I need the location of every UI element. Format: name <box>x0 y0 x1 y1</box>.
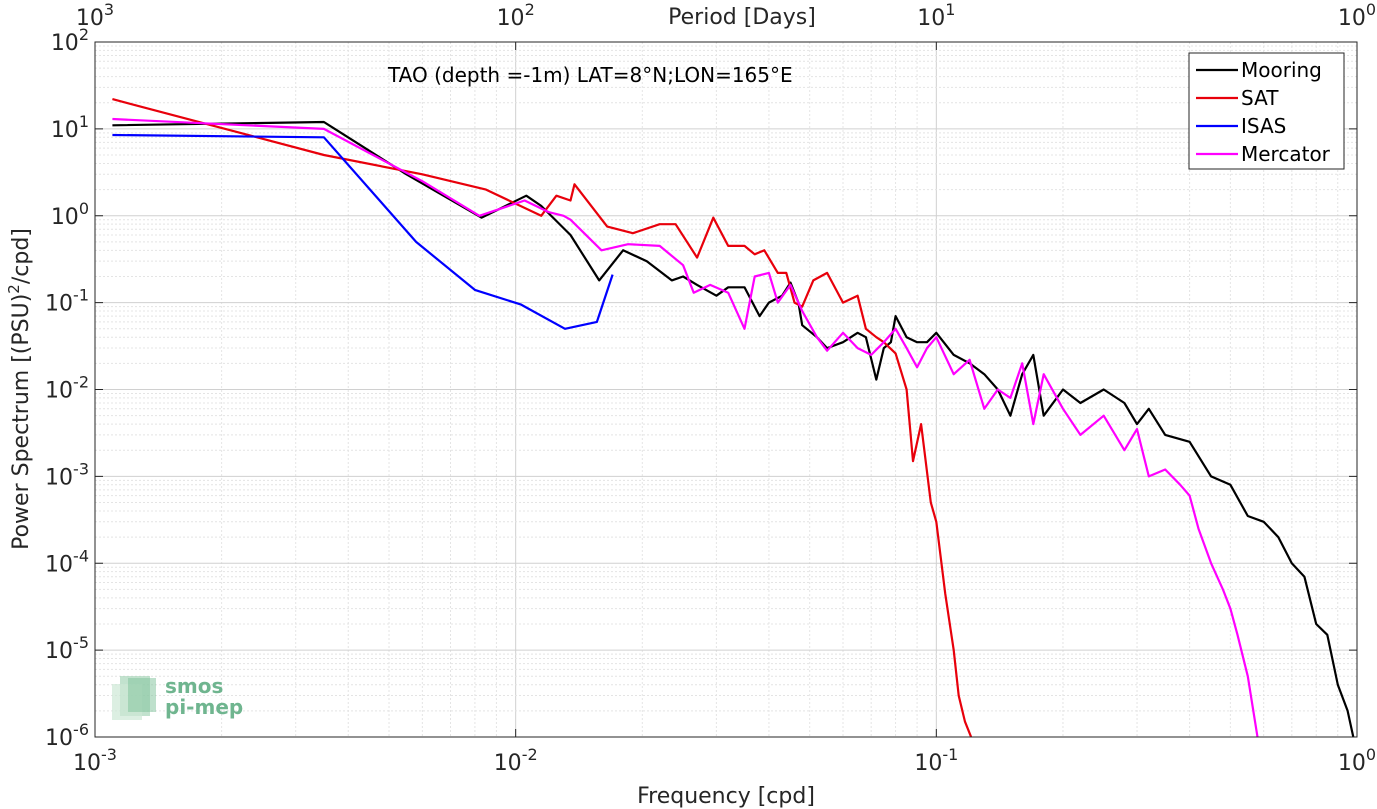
legend: Mooring SAT ISAS Mercator <box>1188 52 1345 170</box>
smos-pi-mep-logo: smos pi-mep <box>112 674 243 720</box>
y-axis-label: Power Spectrum [(PSU)2/cpd] <box>5 228 34 550</box>
logo-text-pimep: pi-mep <box>165 695 243 719</box>
y-tick-label: 100 <box>51 199 89 230</box>
logo-mark-front <box>128 678 156 712</box>
x-tick-label: 100 <box>1338 745 1376 776</box>
y-tick-label: 102 <box>51 25 89 56</box>
top-tick-label: 102 <box>497 0 535 31</box>
x-tick-label: 10-2 <box>494 745 538 776</box>
y-tick-label: 101 <box>51 112 89 143</box>
x-tick-label: 10-1 <box>914 745 958 776</box>
y-tick-label: 10-3 <box>45 459 89 490</box>
y-axis-label-sup: 2 <box>5 284 23 294</box>
grid <box>94 42 1357 738</box>
y-tick-label: 10-4 <box>45 546 89 577</box>
y-tick-label: 10-2 <box>45 373 89 404</box>
y-axis-label-prefix: Power Spectrum [(PSU) <box>9 294 34 550</box>
series-line-isas <box>112 133 614 330</box>
y-tick-label: 10-6 <box>45 720 89 751</box>
top-tick-label: 100 <box>1338 0 1376 31</box>
y-axis-label-suffix: /cpd] <box>9 228 34 284</box>
series-line-mercator <box>112 117 1259 737</box>
logo-text-smos: smos <box>165 674 223 698</box>
x-tick-label: 10-3 <box>73 745 117 776</box>
y-tick-label: 10-5 <box>45 633 89 664</box>
top-axis-label: Period [Days] <box>668 5 816 30</box>
x-axis-label: Frequency [cpd] <box>637 784 815 809</box>
legend-label-isas: ISAS <box>1241 114 1286 138</box>
top-tick-label: 101 <box>917 0 955 31</box>
legend-box <box>1188 52 1345 170</box>
legend-label-sat: SAT <box>1241 86 1279 110</box>
series-layer <box>112 98 1355 737</box>
legend-label-mooring: Mooring <box>1241 58 1322 82</box>
series-line-sat <box>112 98 973 737</box>
series-line-mooring <box>112 120 1355 737</box>
legend-label-mercator: Mercator <box>1241 142 1331 166</box>
top-tick-label: 103 <box>76 0 114 31</box>
y-tick-label: 10-1 <box>45 286 89 317</box>
chart-title: TAO (depth =-1m) LAT=8°N;LON=165°E <box>387 63 793 87</box>
